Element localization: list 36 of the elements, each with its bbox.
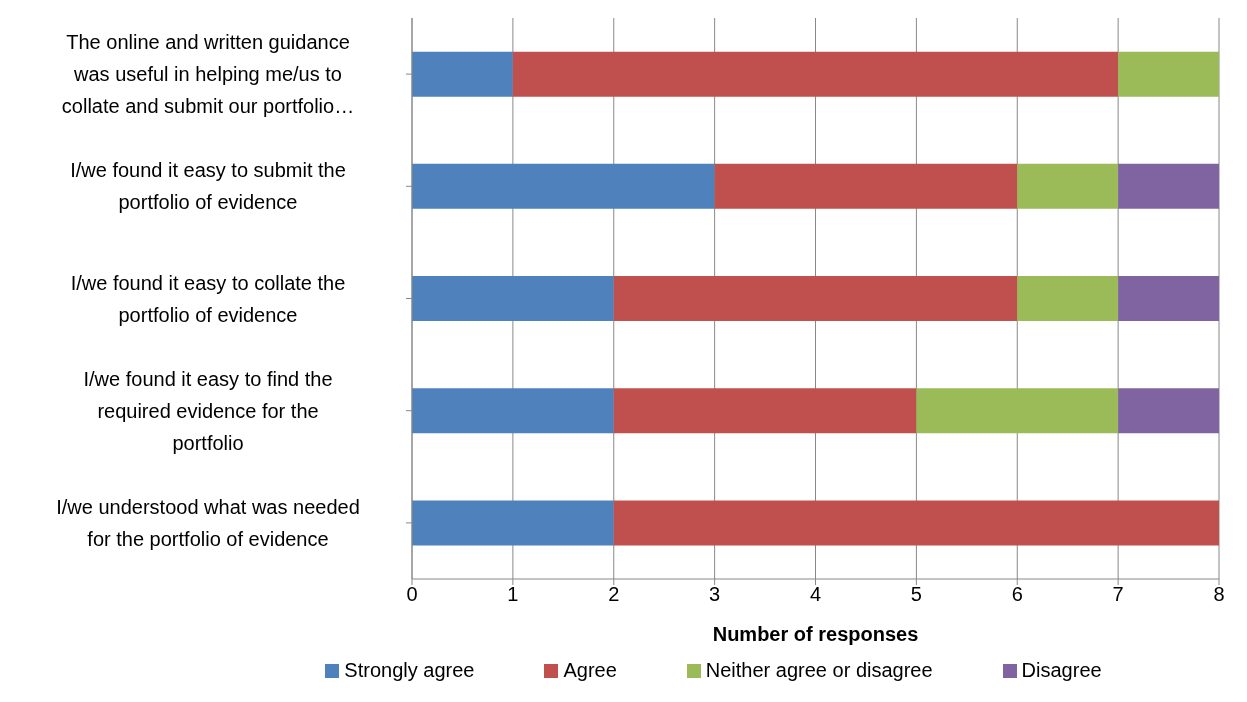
x-tick-label: 6 — [1011, 583, 1023, 606]
bar — [412, 51, 513, 97]
bar — [1118, 163, 1219, 209]
bar — [1118, 51, 1219, 97]
x-axis-title: Number of responses — [712, 623, 919, 645]
x-tick-label: 7 — [1112, 583, 1124, 606]
bar — [613, 388, 917, 434]
bar — [412, 163, 715, 209]
y-tick-label: I/we found it easy to collate the portfolio of evidence — [70, 271, 346, 326]
x-tick-label: 8 — [1213, 583, 1225, 606]
x-tick-label: 5 — [910, 583, 922, 606]
bar — [1118, 388, 1219, 434]
x-tick-label: 4 — [809, 583, 822, 606]
y-tick-label: The online and written guidance was useful in helping me/us to collate and submit our portfolio… — [61, 31, 355, 118]
bar — [412, 500, 614, 546]
bar — [916, 388, 1119, 434]
bar — [412, 276, 614, 322]
y-tick-label: I/we found it easy to submit the portfolio of evidence — [70, 159, 346, 214]
bar — [613, 276, 1018, 322]
legend-label: Agree — [563, 659, 617, 682]
bar — [1118, 276, 1219, 322]
x-tick-label: 3 — [709, 583, 721, 606]
x-tick-label: 1 — [507, 583, 519, 606]
x-tick-label: 2 — [608, 583, 620, 606]
bar — [613, 500, 1219, 546]
legend-label: Strongly agree — [344, 659, 475, 682]
bar — [1017, 276, 1119, 322]
bar — [412, 388, 614, 434]
bar — [512, 51, 1119, 97]
x-tick-label: 0 — [406, 583, 418, 606]
bar — [714, 163, 1018, 209]
y-tick-label: I/we understood what was needed for the portfolio of evidence — [56, 495, 360, 550]
y-tick-label: I/we found it easy to find the required evidence for the portfolio — [83, 367, 333, 454]
legend-label: Disagree — [1021, 659, 1102, 682]
legend-label: Neither agree or disagree — [705, 659, 933, 682]
bar — [1017, 163, 1119, 209]
